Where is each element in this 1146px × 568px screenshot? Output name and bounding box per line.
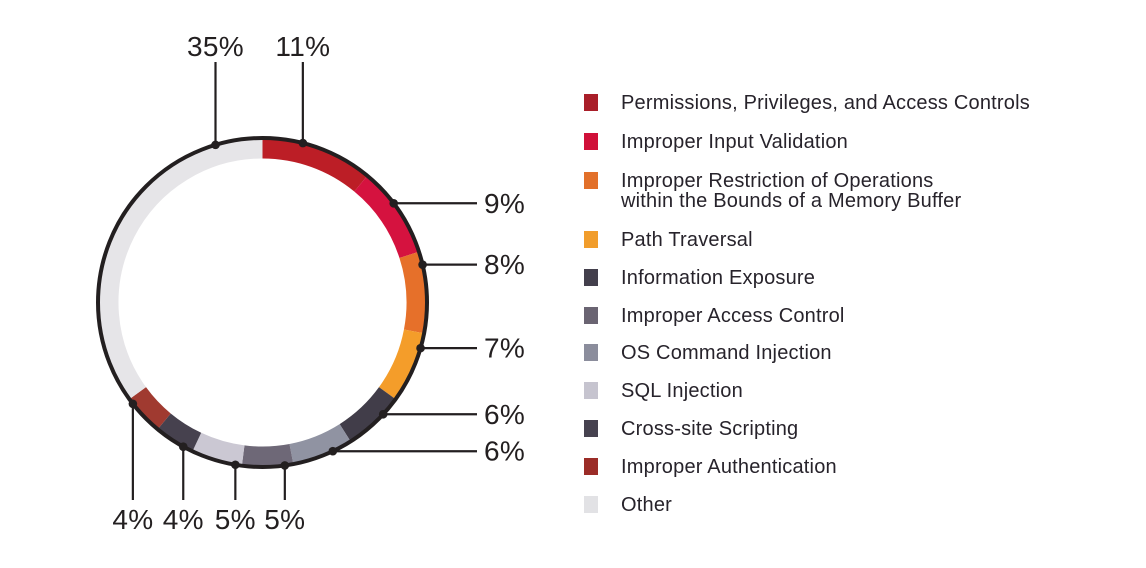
legend-label: Improper Input Validation: [621, 131, 848, 153]
legend-swatch: [584, 496, 598, 513]
callout-dot-improper-authentication: [128, 399, 138, 409]
percent-label-os-command-injection: 5%: [264, 504, 305, 535]
legend-label: Information Exposure: [621, 267, 816, 289]
donut-segment-information-exposure: [339, 386, 396, 441]
percent-label-permissions-privileges-and-access-controls: 11%: [275, 31, 330, 62]
legend-swatch: [584, 94, 598, 111]
percent-label-improper-access-control: 6%: [484, 436, 525, 467]
donut-segment-improper-restriction-of-operations-within-the-bounds-of-a-memory-buffer: [399, 251, 427, 334]
legend-label: Improper Access Control: [621, 305, 845, 327]
legend-label: Other: [621, 494, 673, 516]
legend-item-improper-authentication: Improper Authentication: [584, 457, 837, 477]
legend-label: Improper Authentication: [621, 456, 837, 478]
ring-outline: [96, 136, 429, 469]
legend-item-improper-input-validation: Improper Input Validation: [584, 132, 848, 152]
legend-swatch: [584, 269, 598, 286]
legend-swatch: [584, 382, 598, 399]
legend-swatch: [584, 307, 598, 324]
callout-dot-other: [211, 140, 220, 150]
callout-dot-improper-access-control: [328, 446, 338, 456]
legend-label: Cross-site Scripting: [621, 418, 799, 440]
percent-label-path-traversal: 7%: [484, 333, 525, 364]
callout-dot-os-command-injection: [280, 461, 290, 470]
percent-label-improper-restriction-of-operations-within-the-bounds-of-a-memory-buffer: 8%: [484, 249, 525, 280]
legend-label: Permissions, Privileges, and Access Cont…: [621, 92, 1030, 114]
percent-label-information-exposure: 6%: [484, 399, 525, 430]
chart-legend: Permissions, Privileges, and Access Cont…: [584, 0, 1124, 568]
legend-swatch: [584, 231, 598, 248]
percent-label-cross-site-scripting: 4%: [163, 504, 204, 535]
percent-label-improper-input-validation: 9%: [484, 188, 525, 219]
percent-label-sql-injection: 5%: [215, 504, 256, 535]
callout-dot-path-traversal: [416, 343, 425, 353]
donut-segment-improper-authentication: [129, 386, 171, 429]
donut-segment-os-command-injection: [241, 443, 294, 467]
callout-dot-sql-injection: [231, 460, 240, 470]
legend-item-path-traversal: Path Traversal: [584, 230, 753, 250]
legend-item-cross-site-scripting: Cross-site Scripting: [584, 419, 798, 439]
callout-dot-improper-restriction-of-operations-within-the-bounds-of-a-memory-buffer: [418, 260, 427, 269]
legend-item-improper-restriction-of-operations-within-the-bounds-of-a-memory-buffer: Improper Restriction of Operations withi…: [584, 171, 961, 211]
callout-dot-permissions-privileges-and-access-controls: [298, 138, 308, 148]
donut-segment-other: [98, 138, 263, 399]
callout-dot-information-exposure: [378, 409, 388, 419]
donut-segment-path-traversal: [378, 329, 424, 399]
legend-item-os-command-injection: OS Command Injection: [584, 343, 832, 363]
legend-label: SQL Injection: [621, 380, 743, 402]
percent-label-improper-authentication: 4%: [112, 504, 153, 535]
legend-swatch: [584, 344, 598, 361]
donut-segment-sql-injection: [192, 432, 245, 466]
callout-dot-improper-input-validation: [389, 198, 399, 208]
legend-swatch: [584, 172, 598, 189]
donut-segment-improper-input-validation: [354, 176, 419, 259]
legend-item-improper-access-control: Improper Access Control: [584, 306, 845, 326]
legend-swatch: [584, 420, 598, 437]
legend-item-other: Other: [584, 495, 672, 515]
percent-label-other: 35%: [187, 31, 244, 62]
donut-segment-cross-site-scripting: [157, 413, 202, 451]
donut-segment-permissions-privileges-and-access-controls: [262, 138, 368, 192]
legend-swatch: [584, 458, 598, 475]
legend-label: Path Traversal: [621, 229, 753, 251]
legend-label: OS Command Injection: [621, 342, 832, 364]
legend-label: Improper Restriction of Operations withi…: [621, 170, 962, 212]
legend-item-information-exposure: Information Exposure: [584, 268, 815, 288]
legend-item-sql-injection: SQL Injection: [584, 381, 743, 401]
callout-dot-cross-site-scripting: [178, 442, 188, 451]
donut-segment-improper-access-control: [289, 423, 351, 464]
legend-swatch: [584, 133, 598, 150]
legend-item-permissions-privileges-and-access-controls: Permissions, Privileges, and Access Cont…: [584, 93, 1030, 113]
